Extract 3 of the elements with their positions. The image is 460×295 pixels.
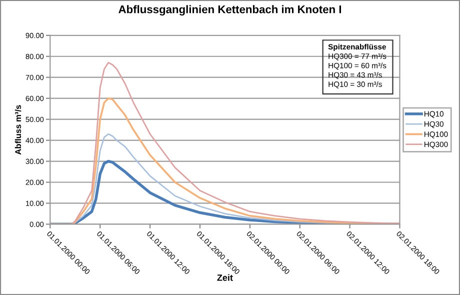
x-axis-title: Zeit <box>217 274 233 281</box>
chart-title: Abflussganglinien Kettenbach im Knoten I <box>118 5 341 16</box>
y-axis-title: Abfluss m³/s <box>14 105 22 155</box>
